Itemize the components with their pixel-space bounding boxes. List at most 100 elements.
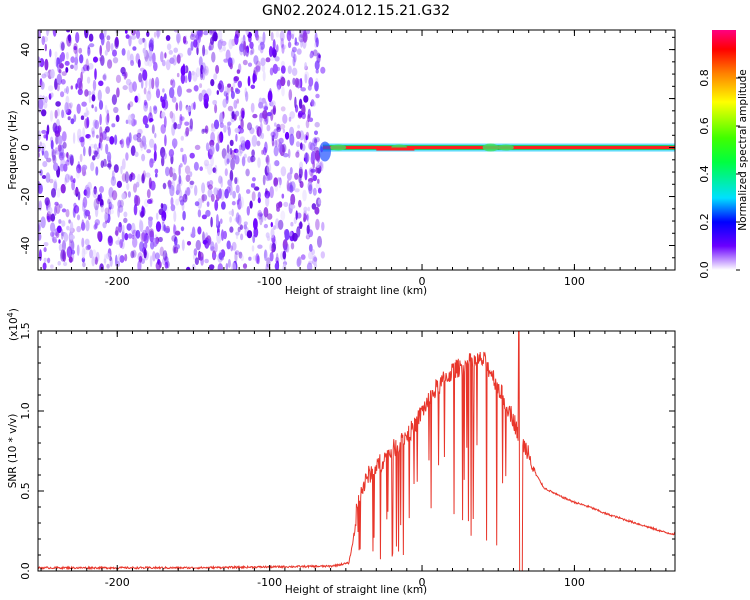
- noise-cell: [257, 212, 263, 217]
- noise-cell: [59, 63, 64, 69]
- noise-cell: [73, 205, 80, 214]
- noise-cell: [227, 83, 232, 88]
- noise-cell: [90, 161, 95, 172]
- noise-cell: [97, 231, 101, 241]
- noise-cell: [273, 146, 279, 157]
- noise-cell: [106, 263, 110, 269]
- noise-cell: [76, 244, 80, 256]
- noise-cell: [268, 46, 273, 58]
- noise-cell: [117, 236, 120, 244]
- noise-cell: [238, 144, 243, 151]
- noise-cell: [267, 90, 273, 103]
- noise-cell: [132, 46, 137, 51]
- noise-cell: [176, 32, 181, 44]
- noise-cell: [56, 187, 61, 198]
- noise-cell: [253, 186, 260, 191]
- noise-cell: [100, 55, 105, 66]
- noise-cell: [162, 182, 167, 190]
- noise-cell: [257, 197, 261, 204]
- noise-cell: [170, 79, 173, 86]
- noise-cell: [118, 221, 122, 228]
- noise-cell: [88, 43, 95, 48]
- noise-cell: [88, 33, 94, 42]
- noise-cell: [288, 116, 292, 122]
- noise-cell: [308, 260, 314, 265]
- noise-cell: [198, 92, 203, 102]
- noise-cell: [308, 117, 314, 123]
- noise-cell: [84, 238, 90, 246]
- noise-cell: [212, 167, 217, 173]
- noise-cell: [73, 43, 78, 55]
- noise-cell: [143, 49, 147, 57]
- noise-cell: [70, 64, 74, 70]
- noise-cell: [317, 198, 322, 205]
- noise-cell: [125, 34, 130, 39]
- noise-cell: [87, 48, 91, 56]
- noise-cell: [139, 220, 144, 233]
- noise-cell: [182, 193, 188, 203]
- noise-cell: [139, 241, 144, 252]
- noise-cell: [312, 174, 318, 182]
- noise-cell: [250, 156, 254, 163]
- noise-cell: [94, 222, 99, 229]
- noise-cell: [234, 155, 240, 165]
- noise-cell: [171, 79, 176, 89]
- noise-cell: [147, 199, 153, 204]
- noise-cell: [152, 52, 156, 65]
- noise-cell: [81, 247, 86, 260]
- noise-cell: [272, 105, 277, 116]
- noise-cell: [113, 106, 119, 114]
- noise-cell: [148, 228, 154, 238]
- noise-cell: [66, 30, 71, 33]
- noise-cell: [44, 197, 50, 206]
- noise-cell: [303, 95, 309, 103]
- noise-cell: [298, 173, 302, 184]
- noise-cell: [193, 161, 199, 171]
- noise-cell: [212, 99, 218, 106]
- spectrogram-y-ticks: -40 -20 0 20 40: [19, 36, 675, 271]
- noise-cell: [304, 169, 308, 181]
- noise-cell: [70, 56, 75, 63]
- noise-cell: [207, 188, 213, 198]
- noise-cell: [65, 51, 69, 60]
- noise-cell: [208, 30, 213, 36]
- noise-cell: [160, 51, 164, 63]
- noise-cell: [60, 51, 65, 62]
- noise-cell: [143, 143, 147, 150]
- noise-cell: [152, 237, 158, 248]
- noise-cell: [246, 230, 253, 239]
- noise-cell: [182, 153, 187, 165]
- noise-cell: [165, 59, 171, 71]
- noise-cell: [229, 226, 234, 233]
- noise-cell: [173, 122, 178, 130]
- noise-cell: [108, 235, 114, 247]
- noise-cell: [111, 94, 117, 105]
- noise-cell: [229, 147, 233, 155]
- noise-cell: [83, 248, 88, 255]
- noise-cell: [133, 204, 138, 216]
- noise-cell: [225, 95, 229, 105]
- noise-cell: [141, 153, 146, 162]
- noise-cell: [160, 111, 166, 119]
- noise-cell: [265, 263, 269, 270]
- noise-cell: [93, 56, 98, 63]
- noise-cell: [201, 182, 206, 194]
- noise-cell: [69, 235, 74, 241]
- noise-cell: [102, 221, 107, 229]
- noise-cell: [49, 110, 54, 122]
- noise-cell: [43, 150, 49, 159]
- y-tick-label: -40: [19, 237, 32, 255]
- snr-line: [38, 331, 675, 571]
- noise-cell: [141, 229, 148, 242]
- noise-cell: [91, 249, 97, 261]
- noise-cell: [122, 224, 125, 233]
- noise-cell: [238, 251, 243, 259]
- noise-cell: [50, 68, 55, 79]
- noise-cell: [231, 241, 237, 251]
- noise-cell: [103, 253, 107, 266]
- noise-cell: [51, 149, 56, 161]
- noise-cell: [100, 160, 105, 169]
- noise-cell: [260, 57, 266, 67]
- spectrogram-cells: [38, 30, 326, 270]
- noise-cell: [287, 79, 291, 87]
